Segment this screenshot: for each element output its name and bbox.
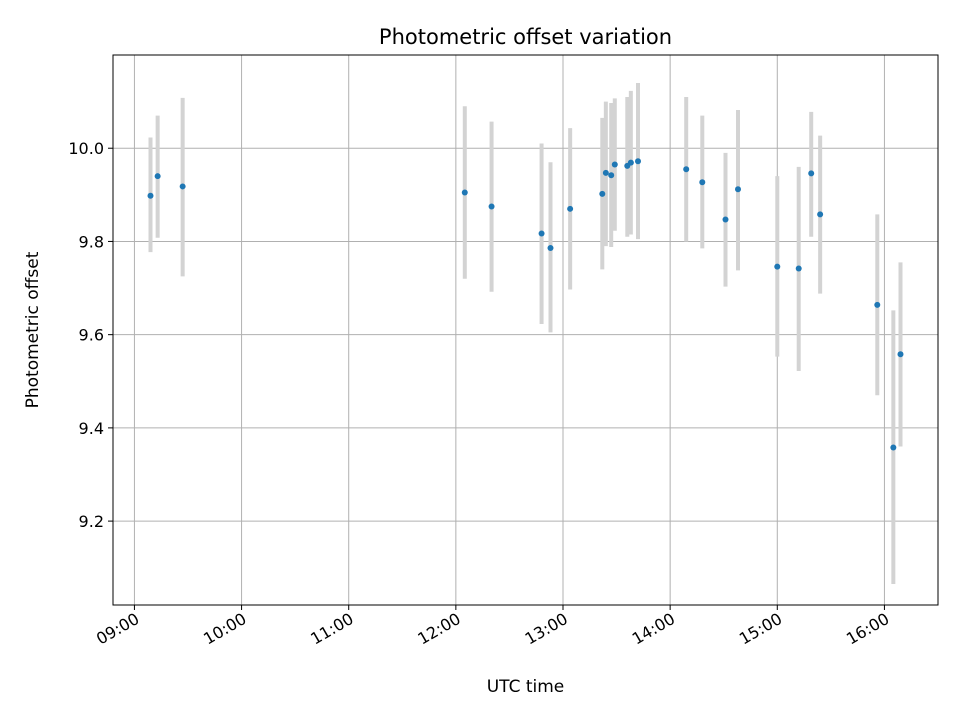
data-point (774, 263, 781, 270)
data-point (461, 189, 468, 196)
data-point (608, 172, 615, 179)
x-tick-label: 13:00 (522, 609, 571, 649)
data-point (179, 183, 186, 190)
x-tick-label: 16:00 (843, 609, 892, 649)
data-point (547, 244, 554, 251)
data-point (538, 230, 545, 237)
y-tick-label: 9.8 (79, 232, 104, 251)
data-point (817, 211, 824, 218)
x-tick-label: 09:00 (93, 609, 142, 649)
y-axis-label: Photometric offset (23, 251, 43, 408)
y-tick-label: 9.6 (79, 326, 104, 345)
x-tick-label: 14:00 (629, 609, 678, 649)
data-point (808, 170, 815, 177)
data-point (874, 301, 881, 308)
data-point (602, 169, 609, 176)
data-point (699, 179, 706, 186)
data-point (635, 158, 641, 165)
plot-area-frame (112, 54, 939, 606)
error-bars (148, 82, 903, 585)
data-point (722, 216, 729, 223)
grid-lines (113, 55, 938, 605)
x-axis-ticks: 09:00 10:00 11:00 12:00 13:00 14:00 15:00 16:00 (93, 605, 892, 649)
y-tick-label: 10.0 (68, 139, 104, 158)
data-points (147, 158, 904, 451)
data-point (735, 186, 741, 193)
y-tick-label: 9.2 (79, 512, 104, 531)
y-axis-ticks: 9.2 9.4 9.6 9.8 10.0 (68, 139, 113, 531)
x-axis-label: UTC time (487, 677, 565, 697)
x-tick-label: 12:00 (414, 609, 463, 649)
data-point (488, 203, 495, 210)
data-point (627, 159, 634, 166)
x-tick-label: 15:00 (736, 609, 785, 649)
data-point (897, 351, 904, 358)
data-point (567, 205, 574, 212)
data-point (890, 444, 897, 451)
data-point (683, 166, 690, 173)
data-point (154, 173, 161, 180)
data-point (147, 192, 154, 199)
data-point (599, 190, 606, 197)
data-point (611, 161, 618, 168)
y-tick-label: 9.4 (79, 419, 104, 438)
x-tick-label: 11:00 (307, 609, 356, 649)
data-point (795, 265, 802, 272)
chart-title: Photometric offset variation (379, 25, 672, 49)
x-tick-label: 10:00 (200, 609, 249, 649)
